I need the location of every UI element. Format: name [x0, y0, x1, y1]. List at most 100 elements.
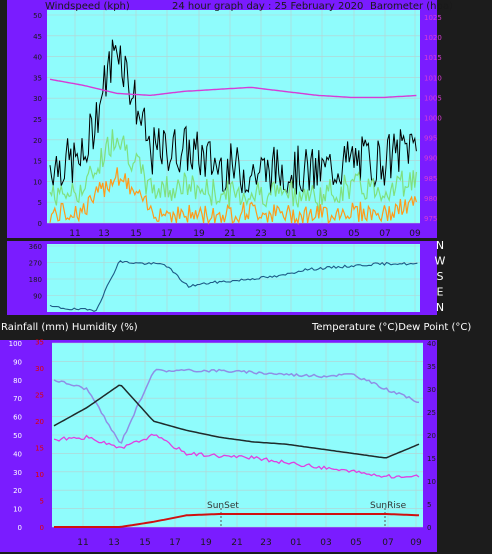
- direction-series: [49, 260, 418, 313]
- humidity-y-tick-60: 60: [13, 414, 22, 422]
- temp-x-tick-05: 05: [350, 538, 361, 548]
- barometer-y-ticks: 975 980 985 990 995 1000 1005 1010 1015 1020 1025: [424, 14, 442, 223]
- wind-y-tick-25: 25: [33, 116, 42, 124]
- wind-x-tick-21: 21: [224, 229, 235, 239]
- temperature-y-ticks: 0 5 10 15 20 25 30 35 40: [427, 340, 436, 532]
- direction-gridlines: [47, 244, 420, 312]
- wind-x-tick-03: 03: [316, 229, 327, 239]
- humidity-y-tick-90: 90: [13, 358, 22, 366]
- humidity-y-tick-40: 40: [13, 450, 22, 458]
- wind-x-tick-19: 19: [193, 229, 205, 239]
- temperature-y-tick-35: 35: [427, 363, 436, 371]
- rain-y-tick-10: 10: [35, 471, 44, 479]
- barometer-y-tick-985: 985: [424, 175, 437, 183]
- wind-average-line: [49, 129, 417, 213]
- temperature-y-tick-15: 15: [427, 455, 436, 463]
- humidity-y-tick-0: 0: [18, 524, 22, 532]
- barometer-y-tick-1015: 1015: [424, 54, 442, 62]
- temp-x-ticks: 11 13 15 17 19 21 23 01 03 05 07 09: [77, 538, 422, 548]
- wind-x-tick-17: 17: [161, 229, 172, 239]
- pressure-line: [49, 78, 417, 99]
- temperature-y-tick-25: 25: [427, 409, 436, 417]
- compass-label-0: N: [436, 239, 444, 252]
- temp-x-tick-13: 13: [108, 538, 119, 548]
- barometer-y-tick-975: 975: [424, 215, 437, 223]
- wind-y-axis-label: Windspeed (kph): [45, 1, 130, 12]
- wind-y-tick-20: 20: [33, 137, 42, 145]
- wind-x-tick-13: 13: [98, 229, 109, 239]
- barometer-y-tick-1020: 1020: [424, 34, 442, 42]
- wind-y-ticks: 0 5 10 15 20 25 30 35 40 45 50: [33, 12, 42, 228]
- wind-series: [49, 39, 417, 226]
- compass-label-2: S: [437, 270, 444, 283]
- wind-y-tick-5: 5: [38, 199, 42, 207]
- dir-y-tick-270: 270: [29, 260, 42, 268]
- barometer-y-tick-1000: 1000: [424, 115, 442, 123]
- wind-gust-line: [49, 39, 417, 195]
- temp-x-tick-01: 01: [290, 538, 301, 548]
- barometer-y-tick-990: 990: [424, 155, 437, 163]
- direction-y-ticks: 90 180 270 360: [29, 243, 42, 301]
- temp-x-tick-11: 11: [77, 538, 88, 548]
- humidity-y-tick-30: 30: [13, 469, 22, 477]
- barometer-y-tick-995: 995: [424, 135, 437, 143]
- wind-y-tick-10: 10: [33, 178, 42, 186]
- temp-x-tick-19: 19: [200, 538, 212, 548]
- rain-y-tick-0: 0: [40, 524, 44, 532]
- temperature-y-tick-10: 10: [427, 478, 436, 486]
- temp-x-tick-15: 15: [139, 538, 150, 548]
- compass-label-4: N: [436, 301, 444, 314]
- compass-label-3: E: [437, 286, 444, 299]
- dewpoint-line: [53, 433, 420, 479]
- rain-y-ticks: 0 5 10 15 20 25 30 35: [35, 339, 44, 533]
- direction-plot-area: [47, 244, 420, 312]
- wind-x-tick-07: 07: [379, 229, 390, 239]
- rain-y-tick-25: 25: [35, 392, 44, 400]
- temperature-y-tick-30: 30: [427, 386, 436, 394]
- temperature-y-axis-label: Temperature (°C)Dew Point (°C): [311, 322, 471, 333]
- wind-y-tick-0: 0: [38, 220, 42, 228]
- humidity-y-ticks: 0 10 20 30 40 50 60 70 80 90 100: [9, 340, 22, 532]
- wind-x-tick-01: 01: [285, 229, 296, 239]
- wind-y-tick-30: 30: [33, 95, 42, 103]
- wind-x-tick-09: 09: [409, 229, 421, 239]
- humidity-y-tick-100: 100: [9, 340, 22, 348]
- temperature-y-tick-5: 5: [427, 501, 431, 509]
- sunset-label: SunSet: [207, 501, 239, 511]
- wind-x-tick-11: 11: [69, 229, 80, 239]
- wind-x-ticks: 11 13 15 17 19 21 23 01 03 05 07 09: [69, 229, 421, 239]
- wind-x-tick-23: 23: [255, 229, 266, 239]
- wind-x-tick-15: 15: [130, 229, 141, 239]
- dir-y-tick-180: 180: [29, 276, 42, 284]
- compass-label-1: W: [435, 255, 446, 268]
- wind-gridlines: [47, 10, 420, 224]
- wind-y-tick-50: 50: [33, 12, 42, 20]
- temp-x-tick-09: 09: [410, 538, 422, 548]
- temp-x-tick-03: 03: [320, 538, 331, 548]
- rain-y-tick-35: 35: [35, 339, 44, 347]
- barometer-y-tick-1025: 1025: [424, 14, 442, 22]
- rain-y-tick-20: 20: [35, 418, 44, 426]
- temperature-y-tick-20: 20: [427, 432, 436, 440]
- temperature-y-tick-0: 0: [427, 524, 431, 532]
- barometer-y-tick-980: 980: [424, 195, 437, 203]
- temp-x-tick-07: 07: [382, 538, 393, 548]
- barometer-y-tick-1005: 1005: [424, 94, 442, 102]
- wind-plot-area: [47, 10, 420, 223]
- dir-y-tick-360: 360: [29, 243, 42, 251]
- temp-gridlines: [52, 342, 423, 528]
- wind-x-tick-05: 05: [348, 229, 359, 239]
- wind-y-tick-45: 45: [33, 33, 42, 41]
- sun-annotations: SunSet SunRise: [207, 501, 407, 527]
- temperature-line: [53, 384, 420, 459]
- dir-y-tick-90: 90: [33, 293, 42, 301]
- wind-direction-line: [49, 260, 418, 313]
- temp-x-tick-23: 23: [260, 538, 271, 548]
- humidity-y-tick-80: 80: [13, 377, 22, 385]
- temp-x-tick-17: 17: [169, 538, 180, 548]
- sunrise-label: SunRise: [370, 501, 407, 511]
- humidity-y-tick-10: 10: [13, 506, 22, 514]
- humidity-y-tick-70: 70: [13, 395, 22, 403]
